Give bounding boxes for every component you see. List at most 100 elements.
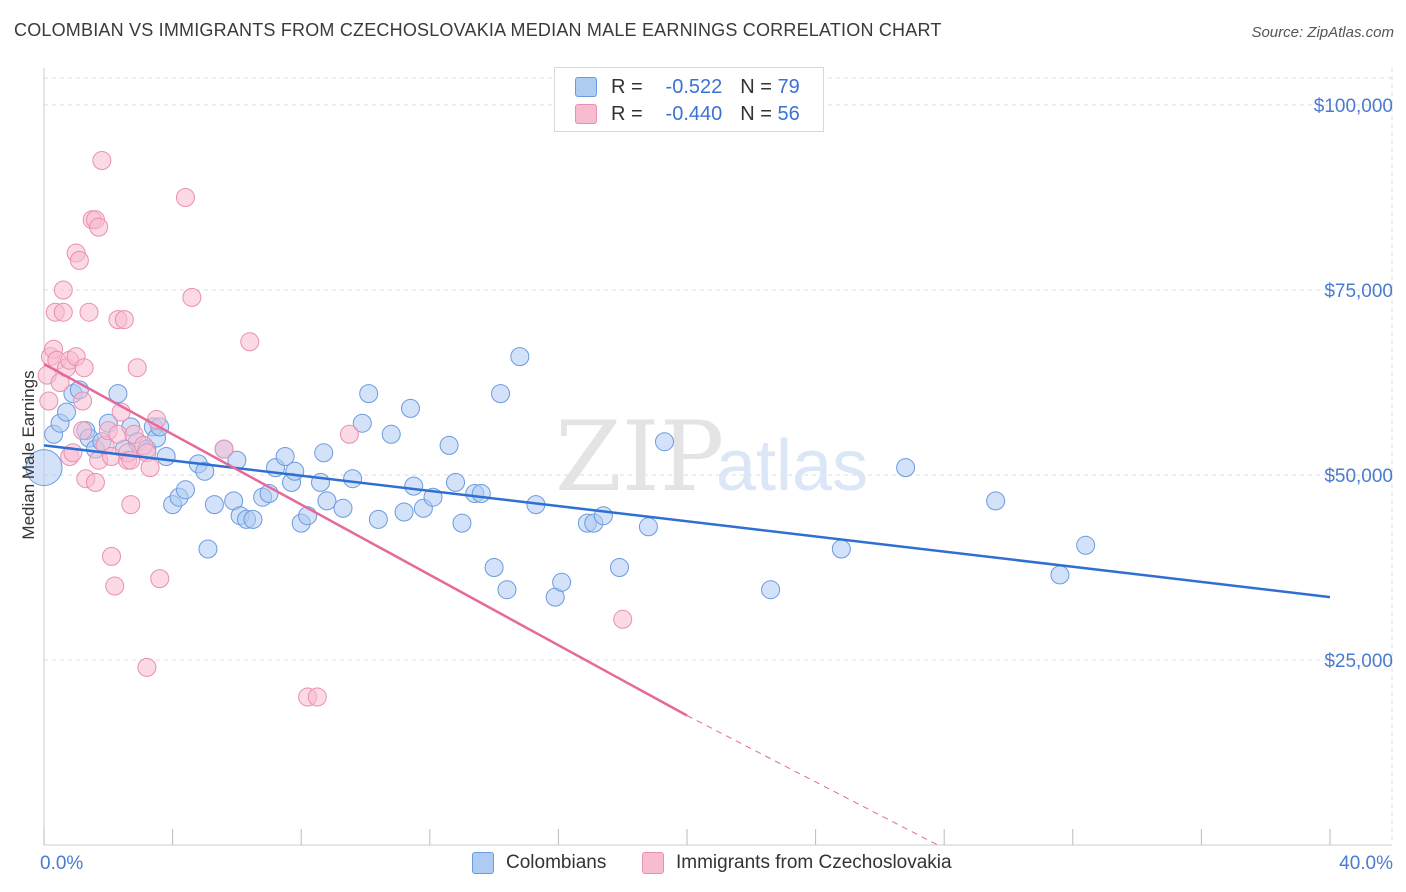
y-tick-labels: $25,000 $50,000 $75,000 $100,000 <box>1314 96 1393 672</box>
data-point <box>285 461 305 481</box>
legend-item-czechoslovakia[interactable]: Immigrants from Czechoslovakia <box>642 852 952 874</box>
data-point <box>114 310 134 330</box>
data-point <box>102 546 122 566</box>
data-point <box>73 421 93 441</box>
data-point <box>175 480 195 500</box>
data-point <box>69 250 89 270</box>
legend-r-label: R = <box>611 102 643 125</box>
x-tick-labels: 0.0% 40.0% <box>40 853 1393 874</box>
legend-label-czechoslovakia: Immigrants from Czechoslovakia <box>676 852 952 873</box>
x-tick-label-min: 0.0% <box>40 853 83 874</box>
legend-swatch-blue <box>472 852 494 874</box>
data-point <box>761 580 781 600</box>
data-point <box>156 447 176 466</box>
trend-line-czechoslovakia <box>43 362 688 717</box>
source-label: Source: ZipAtlas.com <box>1251 24 1394 41</box>
data-point <box>314 443 334 463</box>
data-point <box>368 509 388 529</box>
data-point <box>381 424 401 444</box>
legend-n-label: N = <box>740 102 772 125</box>
data-point <box>446 472 466 492</box>
x-tick-label-max: 40.0% <box>1339 853 1393 874</box>
y-axis-label: Median Male Earnings <box>19 370 38 539</box>
trend-line-czechoslovakia-extension <box>686 715 938 846</box>
data-point <box>137 657 157 677</box>
data-point <box>108 424 128 444</box>
y-tick-label: $25,000 <box>1324 651 1393 672</box>
data-point <box>182 287 202 307</box>
data-point <box>85 472 105 492</box>
watermark-atlas: atlas <box>716 426 868 506</box>
y-tick-label: $75,000 <box>1324 281 1393 302</box>
data-point <box>896 458 916 478</box>
legend-r-label: R = <box>611 75 643 98</box>
data-point <box>452 513 472 533</box>
data-point <box>243 509 263 529</box>
data-point <box>73 391 93 411</box>
data-point <box>552 572 572 592</box>
data-point <box>638 517 658 537</box>
data-point <box>609 558 629 577</box>
legend-label-colombians: Colombians <box>506 852 607 873</box>
data-point <box>240 332 260 352</box>
data-point <box>25 449 63 487</box>
data-point <box>491 384 511 404</box>
legend-n-value: 56 <box>777 102 800 125</box>
legend-n-value: 79 <box>777 75 800 98</box>
data-point <box>394 502 414 522</box>
watermark-zip: ZIP <box>555 401 724 513</box>
data-point <box>89 217 109 237</box>
y-tick-label: $50,000 <box>1324 466 1393 487</box>
data-point <box>214 439 234 459</box>
data-point <box>53 280 73 300</box>
chart-title: COLOMBIAN VS IMMIGRANTS FROM CZECHOSLOVA… <box>14 20 942 40</box>
data-point <box>121 495 141 515</box>
data-point <box>333 498 353 518</box>
y-tick-label: $100,000 <box>1314 96 1393 117</box>
data-point <box>497 580 517 600</box>
data-point <box>105 576 125 596</box>
legend-row-czechoslovakia: R = -0.440 N = 56 <box>575 101 800 127</box>
data-point <box>307 687 327 707</box>
data-point <box>484 558 504 577</box>
legend-item-colombians[interactable]: Colombians <box>472 852 606 874</box>
legend-swatch-blue <box>575 77 597 97</box>
data-point <box>317 491 337 511</box>
series-legend: Colombians Immigrants from Czechoslovaki… <box>0 852 1406 878</box>
data-point <box>510 347 530 367</box>
data-point <box>654 432 674 452</box>
data-point <box>986 491 1006 511</box>
data-point <box>92 151 112 170</box>
data-point <box>53 302 73 322</box>
data-point <box>195 461 215 481</box>
data-point <box>831 539 851 559</box>
data-point <box>57 402 77 422</box>
legend-swatch-pink <box>642 852 664 874</box>
watermark: ZIP atlas <box>555 401 868 513</box>
data-point <box>140 458 160 478</box>
data-point <box>74 358 94 378</box>
data-point <box>1050 565 1070 585</box>
legend-swatch-pink <box>575 104 597 124</box>
data-point <box>339 424 359 444</box>
series-czechoslovakia <box>37 151 633 707</box>
data-point <box>204 495 224 515</box>
data-point <box>39 391 59 411</box>
legend-row-colombians: R = -0.522 N = 79 <box>575 74 800 100</box>
data-point <box>108 384 128 404</box>
legend-n-label: N = <box>740 75 772 98</box>
data-point <box>359 384 379 404</box>
data-point <box>613 609 633 629</box>
data-point <box>352 413 372 433</box>
data-point <box>1076 535 1096 555</box>
data-point <box>175 188 195 207</box>
trend-lines <box>43 362 1331 846</box>
legend-r-value: -0.522 <box>665 75 723 98</box>
data-point <box>63 443 83 463</box>
gridlines <box>44 68 1393 845</box>
legend-r-value: -0.440 <box>665 102 723 125</box>
data-point <box>102 447 122 466</box>
data-point <box>343 469 363 489</box>
data-point <box>439 435 459 455</box>
